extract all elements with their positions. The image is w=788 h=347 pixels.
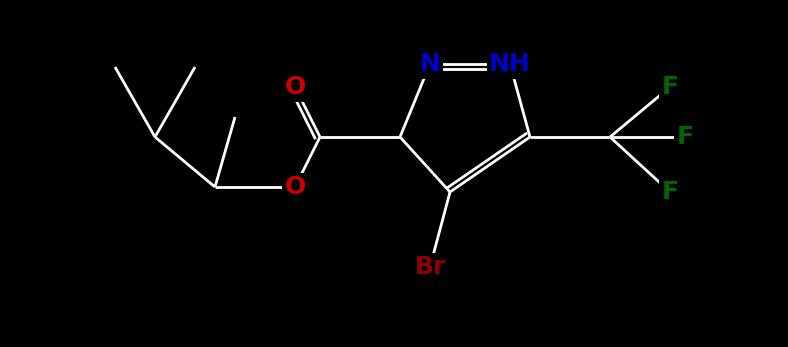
Text: N: N (419, 52, 440, 76)
Text: NH: NH (489, 52, 531, 76)
Text: F: F (661, 180, 678, 204)
Text: F: F (661, 75, 678, 99)
Text: O: O (284, 175, 306, 199)
Text: Br: Br (414, 255, 446, 279)
Text: F: F (677, 125, 693, 149)
Text: O: O (284, 75, 306, 99)
